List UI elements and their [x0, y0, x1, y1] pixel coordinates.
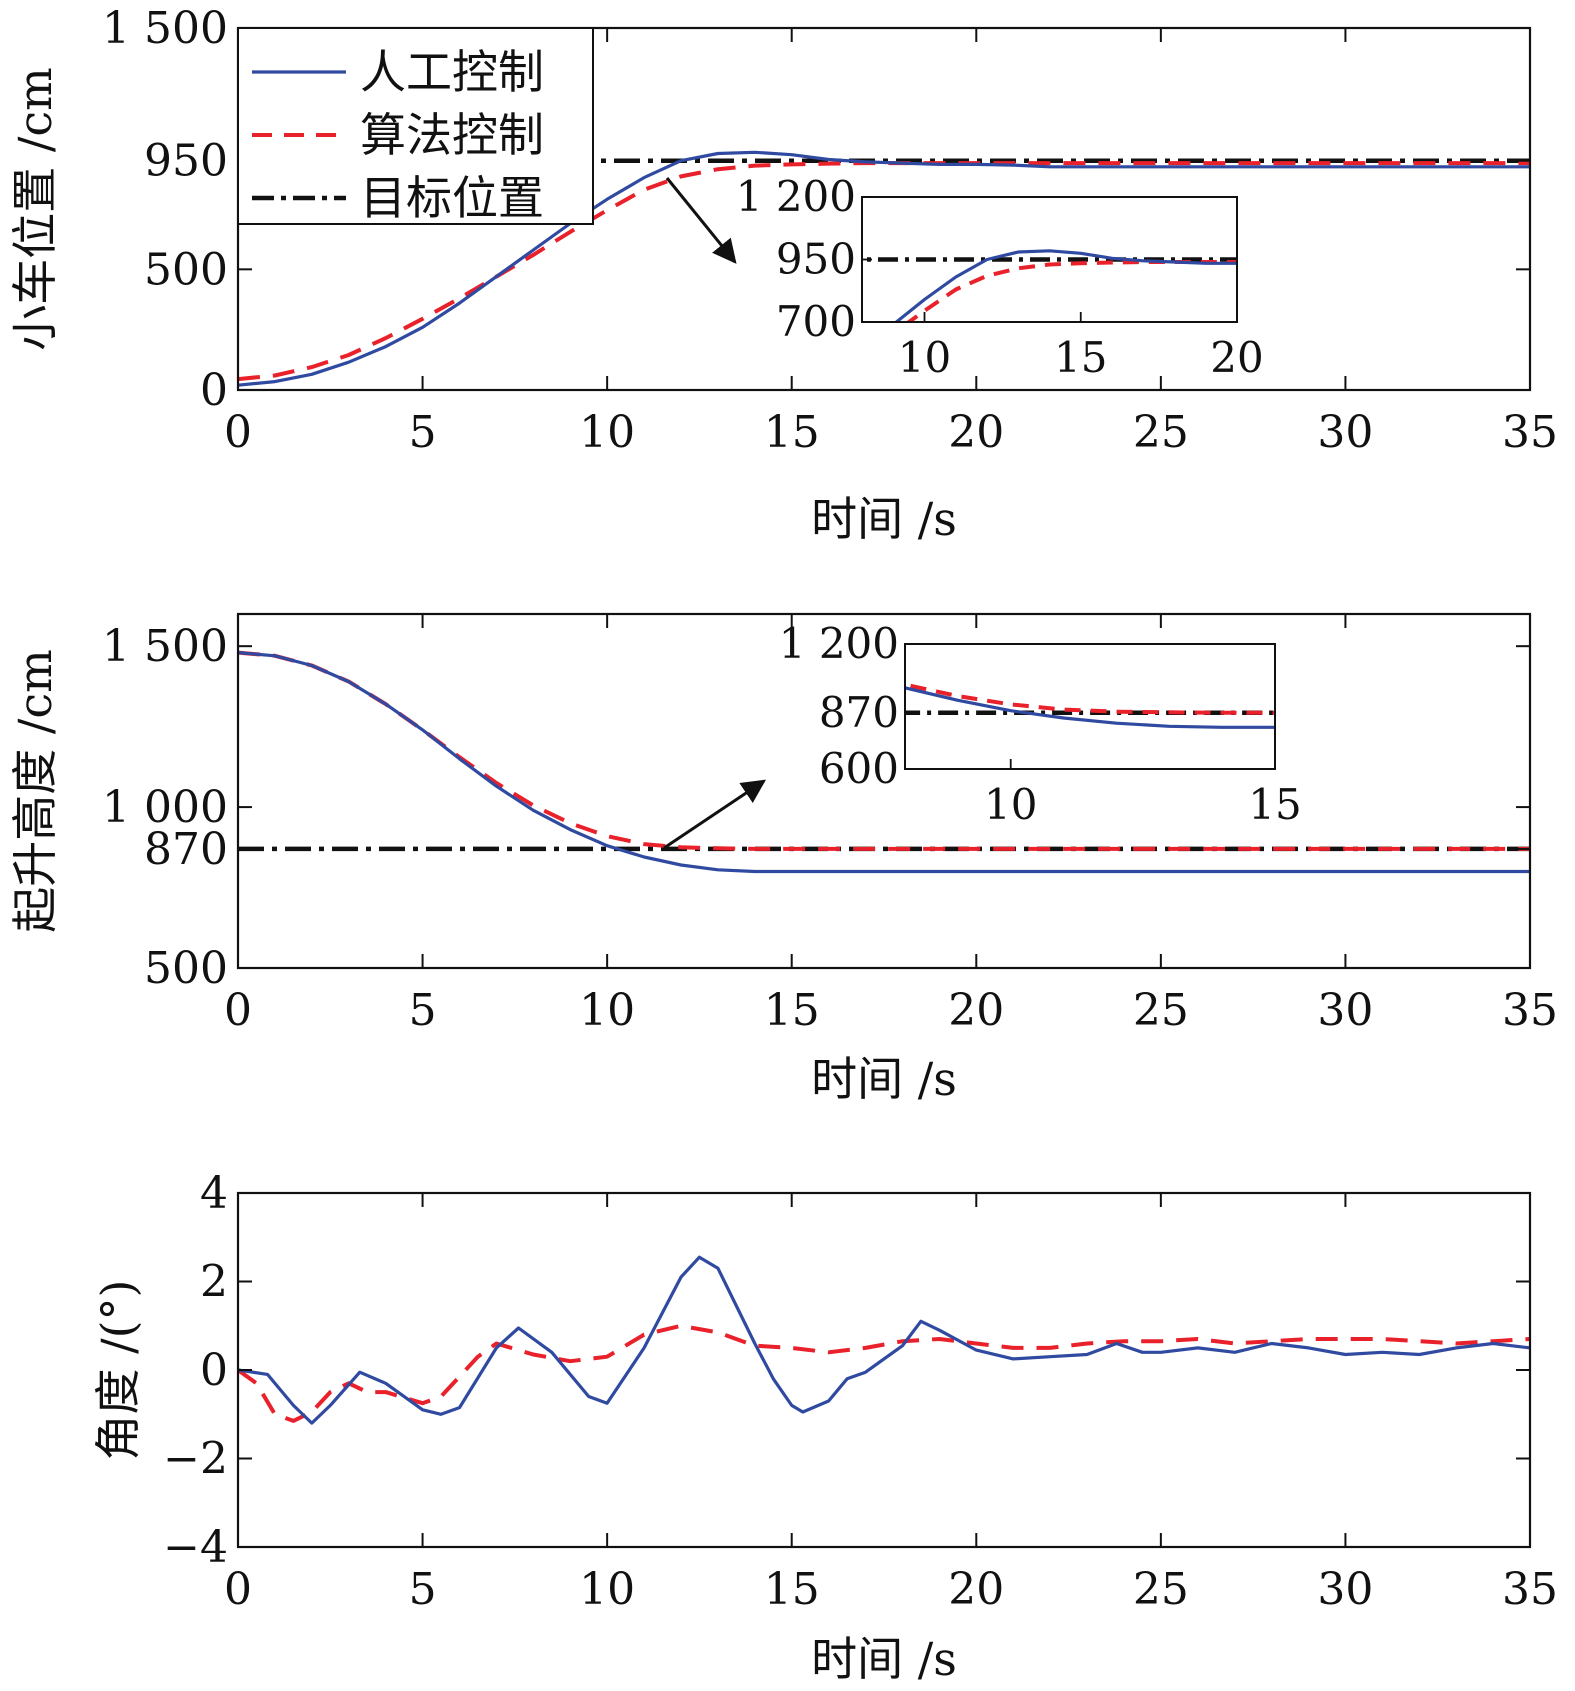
y-tick-label: 870	[144, 824, 228, 875]
inset-plot-area	[862, 249, 1237, 322]
inset-chart: 10 15 600 870 1 200	[779, 619, 1302, 829]
y-tick-label: 0	[200, 1345, 228, 1396]
inset-x-tick-label: 20	[1210, 333, 1263, 382]
chart-panel-3: 0 5 10 15 20 25 30 35 −4 −2 0 2 4 时间 /s 角度 /(°)	[91, 1168, 1558, 1686]
inset-x-tick-label: 10	[898, 333, 951, 382]
inset-background	[905, 644, 1275, 769]
legend-label-manual: 人工控制	[360, 45, 544, 99]
inset-plot-area	[905, 682, 1275, 729]
inset-x-tick-label: 15	[1248, 780, 1301, 829]
plot-area	[238, 650, 1530, 874]
series-line-manual	[238, 651, 1530, 874]
plot-area	[238, 1255, 1530, 1425]
inset-x-tick-label: 10	[984, 780, 1037, 829]
x-tick-label: 15	[764, 1564, 820, 1615]
inset-chart: 10 15 20 700 950 1 200	[736, 172, 1264, 382]
x-tick-label: 10	[579, 407, 635, 458]
legend-label-target: 目标位置	[360, 171, 544, 225]
series-line-manual	[238, 150, 1530, 387]
x-tick-label: 5	[409, 985, 437, 1036]
x-tick-label: 0	[224, 407, 252, 458]
x-axis-label: 时间 /s	[811, 1632, 957, 1686]
series-line-manual	[238, 1255, 1530, 1425]
inset-y-tick-label: 600	[819, 744, 899, 793]
legend-label-algorithm: 算法控制	[360, 108, 544, 162]
y-tick-label: 4	[200, 1168, 228, 1219]
axes-frame	[236, 1191, 1532, 1549]
x-axis-label: 时间 /s	[811, 1052, 957, 1106]
x-tick-label: 20	[948, 985, 1004, 1036]
x-tick-label: 25	[1133, 1564, 1189, 1615]
y-tick-label: 0	[200, 365, 228, 416]
chart-panel-1: 0 5 10 15 20 25 30 35 0 500 950 1 500 时间 /s 小车位置 /cm 1…	[8, 3, 1558, 546]
series-line-algorithm	[238, 1323, 1530, 1423]
inset-frame	[904, 643, 1276, 770]
x-tick-label: 20	[948, 407, 1004, 458]
y-tick-label: 1 000	[102, 782, 228, 833]
y-axis-label: 小车位置 /cm	[8, 67, 62, 351]
y-tick-label: 950	[144, 136, 228, 187]
plot-area	[238, 150, 1530, 387]
legend-box	[237, 27, 594, 225]
x-tick-label: 10	[579, 985, 635, 1036]
x-tick-label: 0	[224, 985, 252, 1036]
inset-y-tick-label: 700	[776, 297, 856, 346]
x-tick-label: 30	[1317, 407, 1373, 458]
zoom-arrow	[663, 779, 766, 850]
x-tick-label: 35	[1502, 1564, 1558, 1615]
x-tick-label: 15	[764, 985, 820, 1036]
y-tick-label: 1 500	[102, 3, 228, 54]
x-tick-label: 5	[409, 407, 437, 458]
inset-x-tick-label: 15	[1054, 333, 1107, 382]
x-tick-label: 35	[1502, 407, 1558, 458]
inset-y-tick-label: 950	[776, 235, 856, 284]
y-axis-label: 起升高度 /cm	[8, 649, 62, 933]
y-tick-label: −2	[163, 1434, 228, 1485]
inset-series-line-manual	[893, 249, 1237, 322]
x-tick-label: 5	[409, 1564, 437, 1615]
x-tick-label: 25	[1133, 407, 1189, 458]
inset-y-tick-label: 1 200	[779, 619, 899, 668]
zoom-arrow	[665, 177, 737, 264]
y-tick-label: 1 500	[102, 621, 228, 672]
inset-series-line-manual	[905, 686, 1275, 729]
x-axis-label: 时间 /s	[811, 492, 957, 546]
x-tick-label: 10	[579, 1564, 635, 1615]
x-tick-label: 15	[764, 407, 820, 458]
y-tick-label: −4	[163, 1522, 228, 1573]
y-tick-label: 500	[144, 244, 228, 295]
y-tick-label: 500	[144, 943, 228, 994]
x-tick-label: 30	[1317, 1564, 1373, 1615]
x-tick-label: 20	[948, 1564, 1004, 1615]
inset-y-tick-label: 870	[819, 688, 899, 737]
x-tick-label: 35	[1502, 985, 1558, 1036]
y-axis-label: 角度 /(°)	[91, 1279, 145, 1460]
series-line-algorithm	[238, 161, 1530, 382]
x-tick-label: 30	[1317, 985, 1373, 1036]
x-tick-label: 0	[224, 1564, 252, 1615]
inset-y-tick-label: 1 200	[736, 172, 856, 221]
axes-frame	[236, 612, 1532, 970]
x-tick-label: 25	[1133, 985, 1189, 1036]
y-tick-label: 2	[200, 1257, 228, 1308]
